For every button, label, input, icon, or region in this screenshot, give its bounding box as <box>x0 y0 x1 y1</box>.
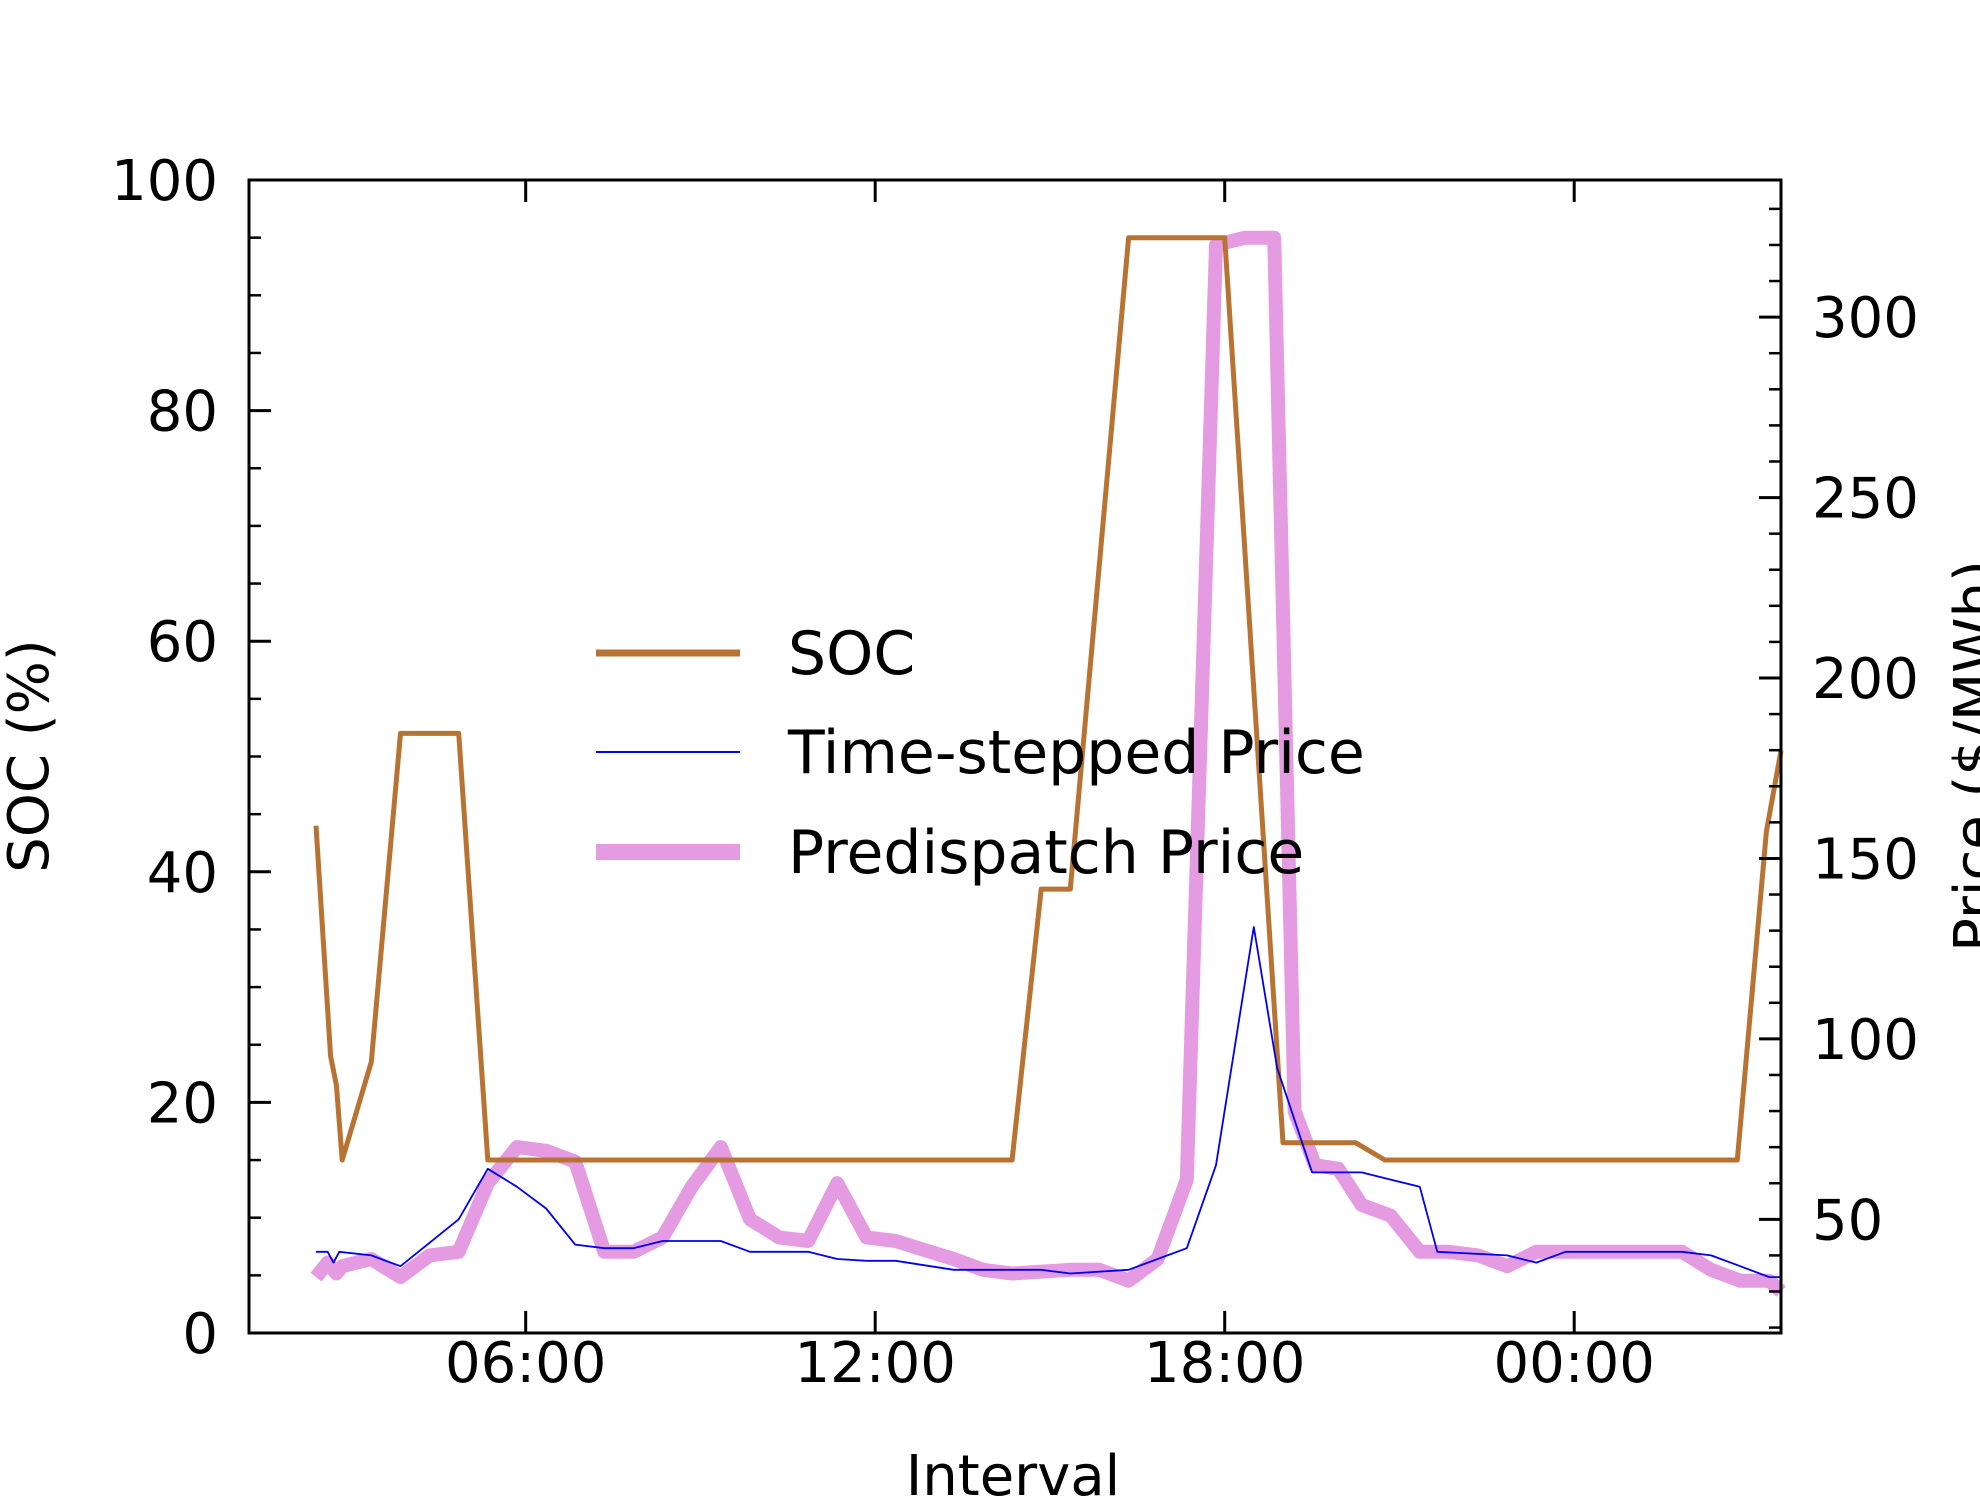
y-tick-label: 80 <box>147 380 218 445</box>
legend: SOC Time-stepped Price Predispatch Price <box>596 619 1365 888</box>
y2-tick-label: 250 <box>1812 467 1919 532</box>
legend-label-time-stepped-price: Time-stepped Price <box>787 718 1365 788</box>
legend-label-soc: SOC <box>788 619 915 689</box>
x-tick-label: 00:00 <box>1494 1331 1655 1396</box>
y2-tick-label: 50 <box>1812 1188 1883 1253</box>
y2-tick-label: 100 <box>1812 1008 1919 1073</box>
series-layer <box>310 230 1786 1297</box>
y-axis-title: SOC (%) <box>0 639 62 872</box>
y2-tick-label: 200 <box>1812 647 1919 712</box>
x-tick-label: 18:00 <box>1144 1331 1305 1396</box>
y-axis-ticks: 0 20 40 60 80 100 <box>111 149 271 1367</box>
x-axis-title: Interval <box>906 1444 1120 1500</box>
y-tick-label: 40 <box>147 841 218 906</box>
x-tick-label: 12:00 <box>795 1331 956 1396</box>
y-tick-label: 0 <box>182 1302 218 1367</box>
y2-axis-title: Price ($/MWh) <box>1943 560 1980 952</box>
legend-label-predispatch-price: Predispatch Price <box>788 818 1304 888</box>
y-tick-label: 60 <box>147 610 218 675</box>
y-tick-label: 20 <box>147 1071 218 1136</box>
y2-tick-label: 150 <box>1812 827 1919 892</box>
y2-tick-label: 300 <box>1812 286 1919 351</box>
series-line-predispatch-price <box>310 230 1786 1297</box>
y-tick-label: 100 <box>111 149 218 214</box>
series-line-soc <box>313 235 1784 1163</box>
x-tick-label: 06:00 <box>445 1331 606 1396</box>
series-line-time-stepped-price <box>316 926 1781 1278</box>
x-axis-ticks: 06:00 12:00 18:00 00:00 <box>445 180 1655 1396</box>
y2-axis-ticks: 50 100 150 200 250 300 <box>1759 207 1919 1329</box>
